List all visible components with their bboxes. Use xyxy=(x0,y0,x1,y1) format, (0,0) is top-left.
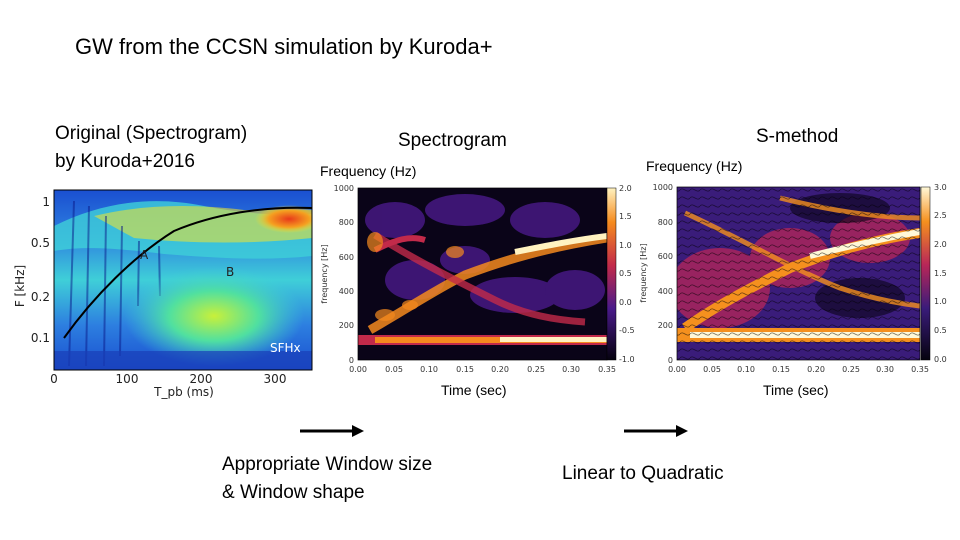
smethod-ytick: 0 xyxy=(668,356,673,365)
original-caption-line2: by Kuroda+2016 xyxy=(55,151,195,172)
spectrogram-colorbar xyxy=(606,187,617,361)
spectrogram-x-ticks: 0.00 0.05 0.10 0.15 0.20 0.25 0.30 0.35 xyxy=(349,365,616,374)
spectrogram-ytick: 200 xyxy=(339,321,354,330)
smethod-xtick: 0.25 xyxy=(842,365,860,374)
original-xtick: 200 xyxy=(190,372,213,386)
arrow1-caption-line2: & Window shape xyxy=(222,482,365,503)
original-caption-line1: Original (Spectrogram) xyxy=(55,123,248,144)
spectrogram-ytick: 1000 xyxy=(334,184,354,193)
spectrogram-xtick: 0.05 xyxy=(385,365,403,374)
original-x-ticks: 0 100 200 300 xyxy=(50,372,286,386)
colorbar-tick: -0.5 xyxy=(619,326,635,335)
arrow2-caption: Linear to Quadratic xyxy=(562,463,724,484)
annotation-a: A xyxy=(140,248,149,262)
spectrogram-y-ticks: 0 200 400 600 800 1000 xyxy=(334,184,354,365)
spectrogram-chart: 2.0 1.5 1.0 0.5 0.0 -0.5 -1.0 0 200 400 … xyxy=(320,184,635,374)
colorbar-tick: 1.5 xyxy=(619,212,632,221)
colorbar-tick: 0.5 xyxy=(619,269,632,278)
spectrogram-ytick: 400 xyxy=(339,287,354,296)
annotation-sfhx: SFHx xyxy=(270,341,301,355)
spectrogram-xtick: 0.30 xyxy=(562,365,580,374)
colorbar-tick: 1.0 xyxy=(619,241,632,250)
smethod-ytick: 800 xyxy=(658,218,673,227)
original-ytick: 0.1 xyxy=(31,331,50,345)
spectrogram-xtick: 0.00 xyxy=(349,365,367,374)
original-xtick: 300 xyxy=(264,372,287,386)
original-ytick: 0.2 xyxy=(31,290,50,304)
colorbar-tick: 1.0 xyxy=(934,297,947,306)
spectrogram-title: Spectrogram xyxy=(398,130,507,151)
smethod-xlabel: Time (sec) xyxy=(763,382,829,398)
smethod-ytick: 200 xyxy=(658,321,673,330)
colorbar-tick: 2.0 xyxy=(619,184,632,193)
colorbar-tick: 0.5 xyxy=(934,326,947,335)
smethod-colorbar-ticks: 3.0 2.5 2.0 1.5 1.0 0.5 0.0 xyxy=(934,183,947,364)
spectrogram-xtick: 0.10 xyxy=(420,365,438,374)
spectrogram-xlabel: Time (sec) xyxy=(441,382,507,398)
spectrogram-ytick: 0 xyxy=(349,356,354,365)
original-ylabel: F [kHz] xyxy=(14,265,27,307)
colorbar-tick: 0.0 xyxy=(934,355,947,364)
smethod-xtick: 0.00 xyxy=(668,365,686,374)
original-caption: Original (Spectrogram) by Kuroda+2016 xyxy=(55,120,247,176)
right-arrow-icon xyxy=(300,425,364,437)
smethod-title: S-method xyxy=(756,126,839,147)
original-ytick: 1 xyxy=(42,195,50,209)
smethod-xtick: 0.20 xyxy=(807,365,825,374)
colorbar-tick: 2.0 xyxy=(934,240,947,249)
spectrogram-colorbar-ticks: 2.0 1.5 1.0 0.5 0.0 -0.5 -1.0 xyxy=(619,184,635,364)
smethod-xtick: 0.35 xyxy=(911,365,929,374)
original-xtick: 100 xyxy=(116,372,139,386)
right-arrow-icon xyxy=(624,425,688,437)
colorbar-tick: -1.0 xyxy=(619,355,635,364)
smethod-ylabel: Frequency (Hz) xyxy=(646,158,743,174)
arrow1-caption-line1: Appropriate Window size xyxy=(222,454,433,475)
smethod-xtick: 0.05 xyxy=(703,365,721,374)
colorbar-tick: 0.0 xyxy=(619,298,632,307)
smethod-ytick: 600 xyxy=(658,252,673,261)
spectrogram-xtick: 0.20 xyxy=(491,365,509,374)
smethod-ytick: 1000 xyxy=(653,183,673,192)
original-spectrogram-chart: 1 0.5 0.2 0.1 F [kHz] 0 100 200 300 T_pb… xyxy=(14,189,313,399)
smethod-inner-ylabel: frequency [Hz] xyxy=(640,243,648,302)
original-xlabel: T_pb (ms) xyxy=(153,385,214,399)
smethod-colorbar xyxy=(920,186,931,361)
slide-title: GW from the CCSN simulation by Kuroda+ xyxy=(75,34,493,59)
spectrogram-xtick: 0.25 xyxy=(527,365,545,374)
smethod-ytick: 400 xyxy=(658,287,673,296)
spectrogram-xtick: 0.15 xyxy=(456,365,474,374)
colorbar-tick: 2.5 xyxy=(934,211,947,220)
smethod-chart: 3.0 2.5 2.0 1.5 1.0 0.5 0.0 0 200 400 60… xyxy=(640,183,947,374)
spectrogram-xtick: 0.35 xyxy=(598,365,616,374)
smethod-xtick: 0.15 xyxy=(772,365,790,374)
smethod-xtick: 0.30 xyxy=(876,365,894,374)
smethod-x-ticks: 0.00 0.05 0.10 0.15 0.20 0.25 0.30 0.35 xyxy=(668,365,929,374)
annotation-b: B xyxy=(226,265,234,279)
original-y-ticks: 1 0.5 0.2 0.1 xyxy=(31,195,50,345)
smethod-y-ticks: 0 200 400 600 800 1000 xyxy=(653,183,673,365)
colorbar-tick: 3.0 xyxy=(934,183,947,192)
arrow1-caption: Appropriate Window size & Window shape xyxy=(222,451,432,507)
spectrogram-ylabel: Frequency (Hz) xyxy=(320,163,417,179)
original-xtick: 0 xyxy=(50,372,58,386)
smethod-xtick: 0.10 xyxy=(737,365,755,374)
spectrogram-ytick: 600 xyxy=(339,253,354,262)
spectrogram-ytick: 800 xyxy=(339,218,354,227)
colorbar-tick: 1.5 xyxy=(934,269,947,278)
spectrogram-inner-ylabel: frequency [Hz] xyxy=(320,244,329,303)
original-ytick: 0.5 xyxy=(31,236,50,250)
